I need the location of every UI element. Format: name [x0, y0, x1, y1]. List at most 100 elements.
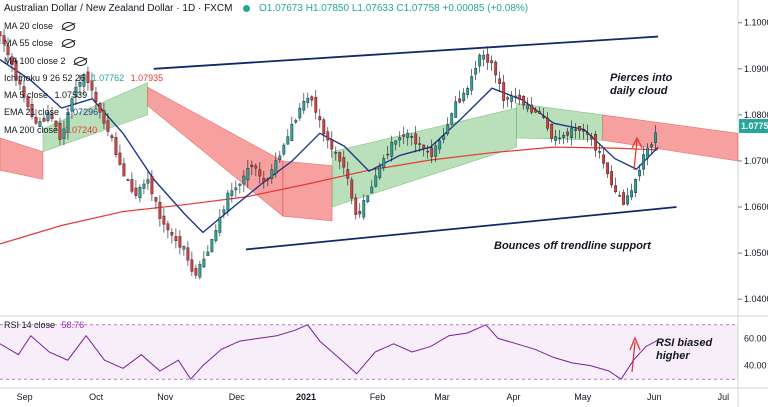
candle-down [346, 169, 350, 179]
time-axis-label: Oct [89, 392, 104, 402]
rsi-line [0, 324, 659, 381]
candle-up [362, 200, 366, 218]
candle-up [558, 137, 562, 140]
candle-down [578, 126, 582, 131]
candle-up [554, 136, 558, 141]
legend-row-ema21[interactable]: EMA 21 close 1.07296 [4, 104, 163, 121]
candle-down [162, 215, 166, 225]
annotation-rsi: RSI biased higher [656, 337, 713, 362]
candle-down [386, 153, 390, 156]
candle-down [534, 109, 538, 113]
up-arrow-icon [629, 336, 641, 373]
candle-down [426, 150, 430, 153]
candle-up [370, 186, 374, 194]
candle-down [310, 96, 314, 101]
candle-up [366, 195, 370, 203]
candle-down [98, 103, 102, 113]
legend-row-ma200[interactable]: MA 200 close 1.07240 [4, 122, 163, 139]
legend-row-ma55[interactable]: MA 55 close [4, 35, 163, 52]
legend-row-ma5[interactable]: MA 5 close 1.07539 [4, 87, 163, 104]
candle-down [322, 119, 326, 134]
candle-up [526, 104, 530, 110]
candle-up [562, 134, 566, 138]
candle-up [234, 187, 238, 191]
candle-down [402, 134, 406, 137]
candle-down [430, 147, 434, 157]
candle-down [50, 113, 54, 119]
time-axis-label: Apr [507, 392, 521, 402]
candle-up [218, 217, 222, 233]
time-axis-label: Sep [17, 392, 33, 402]
candle-down [250, 164, 254, 168]
candle-up [214, 230, 218, 241]
candle-up [206, 251, 210, 256]
candle-down [174, 236, 178, 241]
candle-down [194, 268, 198, 276]
candle-down [258, 169, 262, 177]
candle-up [630, 190, 634, 198]
indicator-label: Ichimoku 9 26 52 26 [4, 72, 86, 83]
indicator-label: MA 55 close [4, 38, 54, 49]
legend-row-ma20[interactable]: MA 20 close [4, 18, 163, 35]
rsi-legend[interactable]: RSI 14 close 58.76 [4, 320, 84, 330]
candle-up [70, 98, 74, 112]
candle-down [122, 163, 126, 177]
candle-up [374, 175, 378, 187]
time-axis-label: Jun [647, 392, 662, 402]
candle-down [490, 60, 494, 64]
ohlc-low: L1.07633 [351, 3, 394, 14]
time-axis-label: Dec [229, 392, 246, 402]
candle-down [22, 86, 26, 98]
candle-down [350, 179, 354, 199]
candle-up [470, 76, 474, 91]
candle-up [294, 120, 298, 123]
candle-up [286, 136, 290, 145]
ohlc-change: +0.00085 (+0.08%) [442, 3, 529, 14]
hidden-eye-icon[interactable] [74, 56, 88, 66]
candle-down [166, 223, 170, 231]
candle-up [278, 155, 282, 160]
candle-up [198, 264, 202, 278]
candle-down [414, 133, 418, 145]
indicator-value: 1.07762 [91, 72, 125, 83]
candle-up [290, 123, 294, 141]
candle-up [570, 128, 574, 138]
candle-up [282, 144, 286, 155]
candle-up [574, 129, 578, 131]
candle-up [654, 132, 657, 143]
candle-down [538, 111, 542, 114]
candle-up [226, 192, 230, 211]
candle-down [10, 56, 14, 65]
candle-up [650, 144, 653, 148]
candle-down [34, 117, 38, 124]
indicator-label: EMA 21 close [4, 107, 60, 118]
legend-row-ma100[interactable]: MA 100 close 2 [4, 53, 163, 70]
candle-down [150, 175, 154, 195]
candle-down [314, 96, 318, 113]
candle-down [598, 151, 602, 153]
candle-down [318, 116, 322, 121]
candle-down [610, 171, 614, 186]
candle-up [378, 165, 382, 178]
candle-up [474, 67, 478, 75]
ichimoku-cloud-green [331, 107, 517, 208]
candle-up [210, 239, 214, 252]
hidden-eye-icon[interactable] [61, 39, 75, 49]
rsi-tick-label: 40.00 [744, 361, 767, 371]
candle-down [262, 177, 266, 182]
market-status-dot [243, 4, 251, 12]
candle-down [110, 135, 114, 138]
candle-up [514, 95, 518, 98]
candle-up [74, 86, 78, 98]
candle-up [394, 140, 398, 145]
ichimoku-cloud-red [0, 137, 44, 180]
legend-row-ichimoku[interactable]: Ichimoku 9 26 52 26 1.07762 1.07935 [4, 70, 163, 87]
candle-up [434, 145, 438, 157]
hidden-eye-icon[interactable] [61, 22, 75, 32]
candle-up [454, 101, 458, 118]
candle-down [502, 82, 506, 101]
ichimoku-cloud-red [602, 114, 739, 162]
candle-up [230, 190, 234, 197]
candle-up [182, 245, 186, 250]
